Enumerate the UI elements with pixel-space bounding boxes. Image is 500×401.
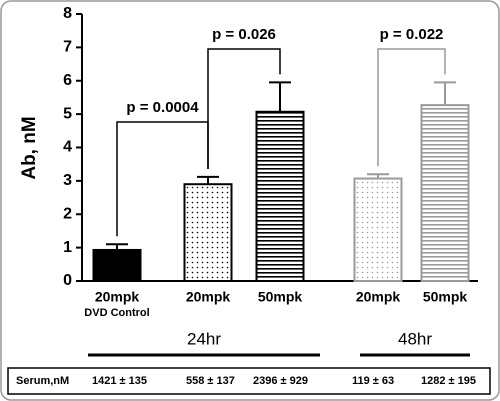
- group-label: 24hr: [187, 329, 221, 348]
- serum-value: 558 ± 137: [186, 375, 235, 387]
- annotation: p = 0.026: [212, 26, 276, 43]
- bar: [255, 110, 305, 282]
- annotation: p = 0.022: [380, 26, 444, 43]
- x-tick-label: 20mpk: [95, 289, 140, 305]
- y-tick-label: 7: [63, 39, 72, 56]
- y-tick-label: 2: [63, 205, 72, 222]
- x-tick-label: 50mpk: [423, 289, 468, 305]
- significance-bracket: [207, 48, 281, 169]
- bar: [353, 177, 403, 283]
- significance-bracket: [377, 48, 446, 167]
- bar: [420, 104, 470, 282]
- annotation: p = 0.0004: [126, 99, 199, 116]
- bar: [92, 248, 142, 282]
- serum-value: 1282 ± 195: [421, 375, 476, 387]
- x-tick-sublabel: DVD Control: [84, 307, 149, 319]
- x-tick-label: 20mpk: [186, 289, 231, 305]
- y-tick-label: 8: [63, 5, 72, 22]
- y-tick-label: 3: [63, 172, 72, 189]
- y-tick-label: 4: [63, 139, 72, 156]
- y-tick-label: 1: [63, 239, 72, 256]
- x-tick-label: 50mpk: [258, 289, 303, 305]
- serum-label: Serum,nM: [16, 375, 69, 387]
- y-tick-label: 6: [63, 72, 72, 89]
- y-tick-label: 0: [63, 272, 72, 289]
- serum-table: [7, 367, 491, 395]
- serum-value: 2396 ± 929: [253, 375, 308, 387]
- y-axis-label: Ab, nM: [19, 116, 40, 179]
- serum-value: 119 ± 63: [352, 375, 394, 387]
- y-tick-label: 5: [63, 105, 72, 122]
- group-label: 48hr: [398, 329, 432, 348]
- serum-value: 1421 ± 135: [92, 375, 147, 387]
- x-tick-label: 20mpk: [356, 289, 401, 305]
- bar: [183, 183, 233, 282]
